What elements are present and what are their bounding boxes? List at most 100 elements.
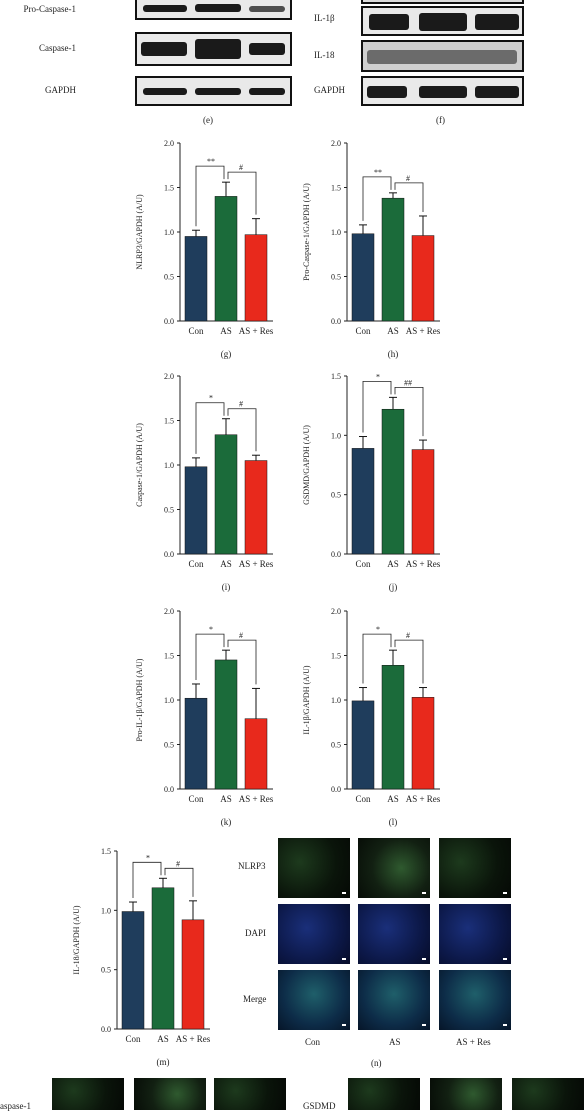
blot-il-18 <box>361 40 524 72</box>
chart-j-x-tick-label: AS + Res <box>406 559 441 569</box>
chart-g-y-tick-label: 1.5 <box>164 184 174 193</box>
chart-k-sig-bracket-1 <box>195 633 225 680</box>
chart-h-sig-label-2: # <box>406 174 410 183</box>
chart-h-panel-label: (h) <box>388 349 399 359</box>
chart-h-sig-bracket-1 <box>362 176 392 221</box>
chart-k-bar <box>184 697 208 790</box>
chart-k-y-tick-label: 1.0 <box>164 696 174 705</box>
chart-k-bar <box>214 659 238 790</box>
chart-l-sig-label-2: # <box>406 631 410 640</box>
chart-g-sig-label-1: ** <box>207 157 215 166</box>
chart-h-y-label: Pro-Caspase-1/GAPDH (A/U) <box>302 183 311 281</box>
blot-label-il-1b: IL-1β <box>314 13 335 23</box>
bottom-img-4 <box>348 1078 420 1110</box>
if-row-label-nlrp3: NLRP3 <box>238 861 266 871</box>
if-col-label-as: AS <box>389 1037 401 1047</box>
chart-h-sig-bracket-2 <box>394 182 424 212</box>
blot-gapdh-right <box>361 76 524 106</box>
blot-label-gapdh-left: GAPDH <box>44 85 76 95</box>
chart-h-x-tick-label: AS + Res <box>406 326 441 336</box>
chart-m-sig-label-2: # <box>176 859 180 868</box>
chart-k-bar <box>244 718 268 790</box>
chart-i-sig-bracket-2 <box>227 408 257 452</box>
blot-caspase-1 <box>135 32 292 66</box>
chart-m-x-tick-label: Con <box>125 1034 141 1044</box>
blot-label-caspase-1: Caspase-1 <box>39 43 76 53</box>
chart-l-bar <box>411 697 435 790</box>
chart-j-y-tick-label: 1.5 <box>331 372 341 381</box>
chart-g-bar <box>184 236 208 322</box>
chart-h-sig-label-1: ** <box>374 168 382 177</box>
chart-h-bar <box>411 235 435 322</box>
chart-g-y-tick-label: 1.0 <box>164 228 174 237</box>
chart-j-y-tick-label: 1.0 <box>331 431 341 440</box>
bottom-label-caspase-1: Caspase-1 <box>0 1101 31 1111</box>
chart-g-y-tick-label: 2.0 <box>164 139 174 148</box>
if-col-label-as-res: AS + Res <box>456 1037 491 1047</box>
chart-j-sig-bracket-1 <box>362 380 392 433</box>
chart-g-y-tick-label: 0.5 <box>164 273 174 282</box>
chart-m-panel-label: (m) <box>157 1057 170 1067</box>
chart-h-y-tick-label: 2.0 <box>331 139 341 148</box>
chart-l-sig-label-1: * <box>376 625 380 634</box>
chart-l-bar <box>381 665 405 790</box>
chart-g-panel-label: (g) <box>221 349 232 359</box>
chart-g-x-tick-label: AS <box>220 326 232 336</box>
blot-label-il-18: IL-18 <box>314 50 335 60</box>
chart-m-y-tick-label: 1.0 <box>101 906 111 915</box>
chart-i-sig-label-2: # <box>239 400 243 409</box>
chart-l-y-tick-label: 0.0 <box>331 785 341 794</box>
chart-j-sig-label-1: * <box>376 372 380 381</box>
chart-i-y-tick-label: 0.5 <box>164 506 174 515</box>
chart-h-y-tick-label: 1.0 <box>331 228 341 237</box>
chart-k-x-tick-label: Con <box>188 794 204 804</box>
chart-k-sig-label-1: * <box>209 625 213 634</box>
chart-g-y-tick-label: 0.0 <box>164 317 174 326</box>
blot-label-pro-caspase-1: Pro-Caspase-1 <box>23 4 77 14</box>
chart-i-y-tick-label: 1.5 <box>164 417 174 426</box>
chart-k-x-tick-label: AS + Res <box>239 794 274 804</box>
bottom-img-3 <box>214 1078 286 1110</box>
chart-j-panel-label: (j) <box>389 582 398 592</box>
chart-m-x-tick-label: AS + Res <box>176 1034 211 1044</box>
panel-label-e: (e) <box>203 115 213 125</box>
chart-i-y-tick-label: 1.0 <box>164 461 174 470</box>
chart-m-y-tick-label: 1.5 <box>101 847 111 856</box>
if-row-label-merge: Merge <box>243 994 267 1004</box>
chart-j-bar <box>411 449 435 555</box>
chart-k-y-label: Pro-IL-1β/GAPDH (A/U) <box>135 658 144 741</box>
chart-j-bar <box>381 408 405 555</box>
blot-pro-caspase-1 <box>135 0 292 20</box>
blot-il-1b <box>361 6 524 36</box>
bottom-label-gsdmd: GSDMD <box>303 1101 336 1111</box>
chart-k-y-tick-label: 0.0 <box>164 785 174 794</box>
if-nlrp3-con <box>278 838 350 898</box>
chart-l-x-tick-label: Con <box>355 794 371 804</box>
chart-l-y-tick-label: 1.0 <box>331 696 341 705</box>
chart-k-y-tick-label: 0.5 <box>164 741 174 750</box>
chart-j-sig-label-2: ## <box>404 378 412 387</box>
chart-m-x-tick-label: AS <box>157 1034 169 1044</box>
chart-l-y-tick-label: 0.5 <box>331 741 341 750</box>
if-merge-con <box>278 970 350 1030</box>
if-dapi-as <box>358 904 430 964</box>
bottom-img-5 <box>430 1078 502 1110</box>
chart-g-sig-bracket-1 <box>195 165 225 227</box>
chart-i-x-tick-label: Con <box>188 559 204 569</box>
chart-h-x-tick-label: AS <box>387 326 399 336</box>
chart-l-x-tick-label: AS <box>387 794 399 804</box>
chart-g-x-tick-label: AS + Res <box>239 326 274 336</box>
chart-k-y-tick-label: 2.0 <box>164 607 174 616</box>
panel-label-n: (n) <box>371 1058 382 1068</box>
chart-k-x-tick-label: AS <box>220 794 232 804</box>
chart-j-y-tick-label: 0.5 <box>331 491 341 500</box>
chart-i-y-label: Caspase-1/GAPDH (A/U) <box>135 423 144 507</box>
chart-m-sig-label-1: * <box>146 853 150 862</box>
chart-i-panel-label: (i) <box>222 582 231 592</box>
chart-g-bar <box>244 234 268 322</box>
chart-h-bar <box>381 197 405 322</box>
chart-i-bar <box>184 466 208 555</box>
if-nlrp3-as-res <box>439 838 511 898</box>
chart-g-bar <box>214 196 238 322</box>
chart-m-bar <box>181 919 205 1030</box>
